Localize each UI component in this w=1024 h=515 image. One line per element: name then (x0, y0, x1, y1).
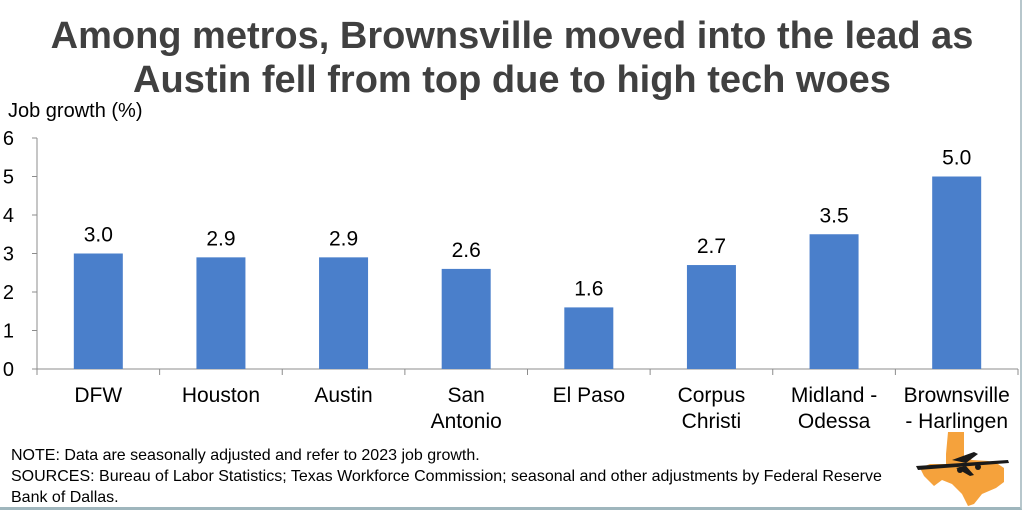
x-tick-label: El Paso (553, 384, 625, 407)
y-tick-label: 2 (3, 282, 14, 304)
bar (441, 268, 491, 369)
y-tick-label: 1 (3, 321, 14, 343)
x-tick-label: DFW (74, 384, 122, 407)
bar (564, 307, 614, 369)
y-tick-label: 4 (3, 205, 14, 227)
chart-notes: NOTE: Data are seasonally adjusted and r… (11, 445, 951, 508)
x-tick-label: Midland -Odessa (791, 384, 877, 433)
x-tick-label: Corpus Christi (678, 384, 746, 433)
bar (73, 253, 123, 369)
x-tick-label: Brownsville - Harlingen (904, 384, 1010, 433)
data-label: 2.9 (206, 227, 235, 250)
x-tick-label: Houston (182, 384, 260, 407)
data-label: 1.6 (574, 277, 603, 300)
data-label: 2.9 (329, 227, 358, 250)
bar (809, 234, 859, 369)
chart-title-line-1: Among metros, Brownsville moved into the… (50, 15, 974, 57)
y-axis-title: Job growth (%) (8, 100, 143, 122)
chart-title-line-2: Austin fell from top due to high tech wo… (133, 59, 891, 101)
texas-airplane-logo-icon (916, 432, 1009, 506)
bar (196, 257, 246, 369)
y-tick-label: 0 (3, 359, 14, 381)
data-label: 3.0 (84, 224, 113, 247)
data-label: 2.6 (452, 239, 481, 262)
data-label: 3.5 (819, 204, 848, 227)
bar (686, 265, 736, 369)
sources-text-line-1: SOURCES: Bureau of Labor Statistics; Tex… (11, 468, 882, 485)
chart-title: Among metros, Brownsville moved into the… (0, 14, 1024, 102)
y-tick-label: 6 (3, 128, 14, 150)
bar (932, 176, 982, 369)
y-tick-label: 3 (3, 244, 14, 266)
note-text: NOTE: Data are seasonally adjusted and r… (11, 447, 480, 464)
bar (319, 257, 369, 369)
data-label: 5.0 (942, 147, 971, 170)
x-tick-label: Austin (314, 384, 372, 407)
sources-text-line-2: Bank of Dallas. (11, 489, 119, 506)
x-tick-label: San Antonio (431, 384, 502, 433)
y-tick-label: 5 (3, 167, 14, 189)
data-label: 2.7 (697, 235, 726, 258)
